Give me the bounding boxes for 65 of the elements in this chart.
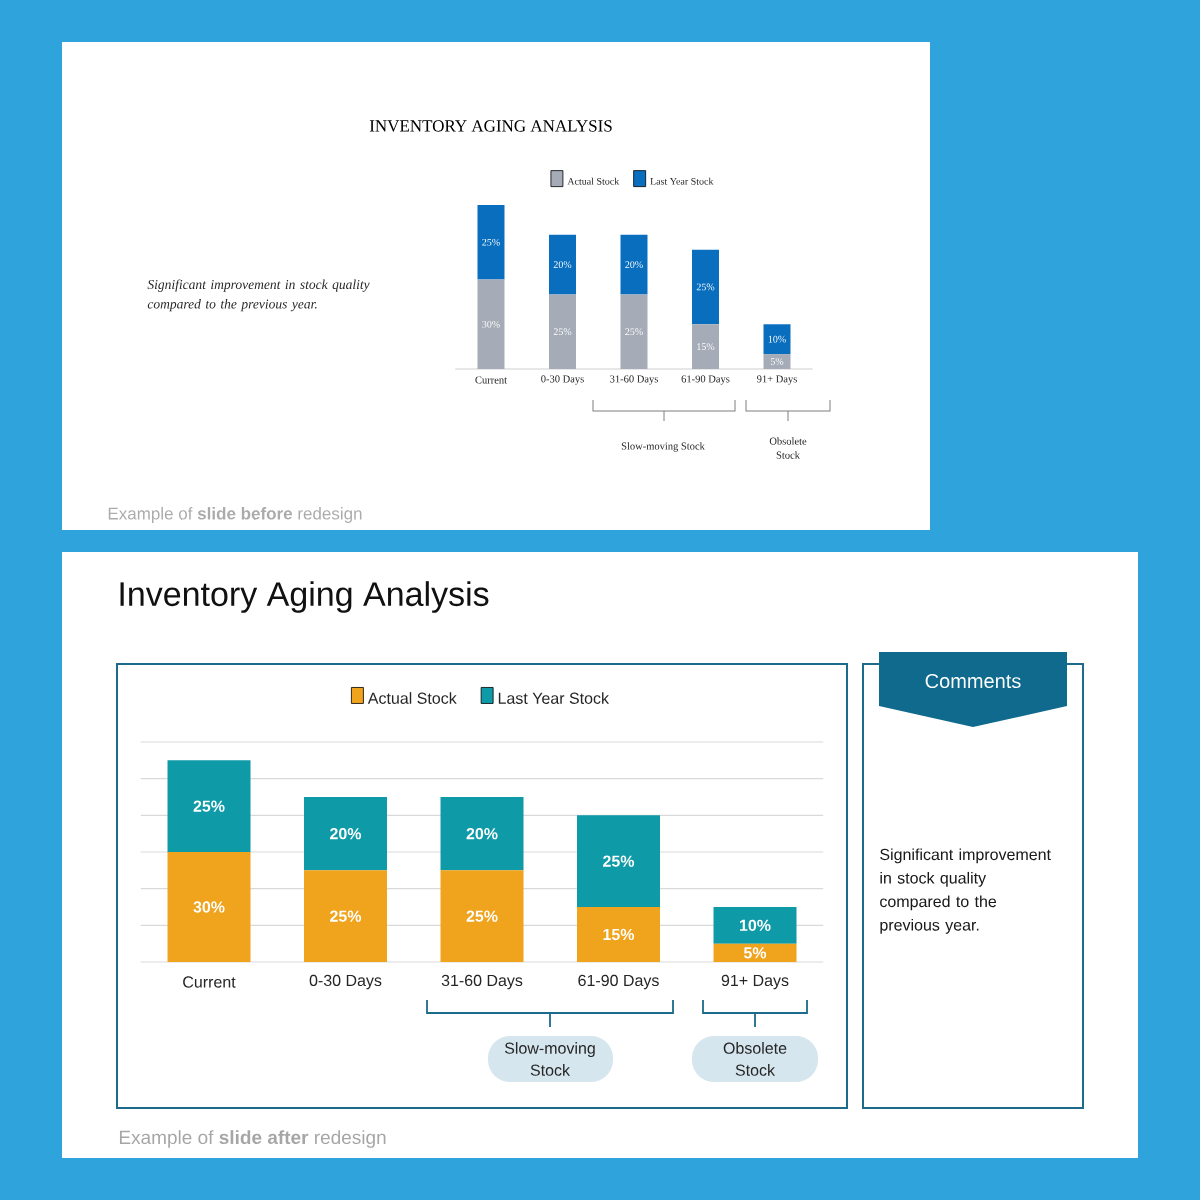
bar [548, 294, 576, 369]
data-label: 25% [625, 328, 643, 336]
data-label: 20% [466, 828, 498, 840]
x-tick-label: Current [475, 376, 507, 384]
legend-label: Last Year Stock [650, 177, 714, 185]
data-label: 25% [696, 283, 715, 291]
text: Comments [925, 673, 1021, 689]
x-tick-label: 91+ Days [721, 974, 789, 990]
bar [692, 249, 719, 325]
text: Example of slide before redesign [108, 507, 362, 523]
x-tick-label: 31-60 Days [610, 375, 658, 385]
text: Example of slide after redesign [119, 1130, 386, 1148]
bar [304, 797, 388, 871]
data-label: 10% [740, 919, 771, 931]
data-label: 15% [697, 343, 715, 351]
x-tick-label: 61-90 Days [578, 974, 659, 990]
legend-label: Actual Stock [567, 177, 620, 185]
data-label: 15% [603, 928, 635, 941]
bar [167, 760, 251, 852]
x-tick-label: 91+ Days [757, 375, 797, 385]
legend-label: Actual Stock [367, 692, 457, 704]
text: Obsolete Stock [769, 437, 807, 459]
chart-title: INVENTORY AGING ANALYSIS [369, 120, 612, 132]
text: Slow-moving Stock [621, 442, 705, 452]
data-label: 25% [466, 910, 498, 922]
bar [304, 870, 388, 962]
bar [692, 324, 719, 369]
x-tick-label: Current [183, 976, 236, 988]
text: Slow-moving Stock [504, 1042, 595, 1076]
text: Significant improvement in stock quality compared to the previous year. [147, 279, 370, 312]
data-label: 30% [193, 901, 225, 913]
data-label: 20% [553, 261, 572, 269]
data-label: 5% [743, 947, 767, 959]
data-label: 20% [625, 261, 643, 269]
bar [763, 324, 791, 355]
bar [167, 852, 251, 962]
data-label: 20% [330, 828, 362, 840]
data-label: 25% [603, 855, 635, 867]
data-label: 10% [768, 335, 786, 343]
bar [713, 943, 797, 962]
bar [620, 234, 648, 295]
data-label: 25% [482, 238, 500, 246]
x-tick-label: 31-60 Days [441, 974, 523, 990]
data-label: 25% [330, 910, 362, 922]
text: Obsolete Stock [723, 1042, 787, 1076]
bar [477, 204, 505, 280]
data-label: 5% [770, 358, 784, 365]
data-label: 25% [193, 800, 225, 812]
bar [440, 870, 524, 962]
data-label: 25% [553, 328, 572, 336]
bar [548, 234, 576, 295]
data-label: 30% [482, 320, 500, 328]
bar [620, 294, 648, 369]
bar [440, 797, 524, 871]
x-tick-label: 61-90 Days [681, 375, 730, 385]
chart-title: Inventory Aging Analysis [120, 581, 489, 613]
x-tick-label: 0-30 Days [309, 974, 382, 990]
text: Significant improvement in stock quality compared to the previous year. [880, 848, 1051, 934]
bar [577, 907, 661, 962]
bar [763, 354, 791, 369]
legend-label: Last Year Stock [498, 692, 610, 704]
bar [713, 907, 797, 944]
bar [477, 279, 505, 369]
bar [577, 815, 661, 907]
x-tick-label: 0-30 Days [541, 375, 584, 385]
